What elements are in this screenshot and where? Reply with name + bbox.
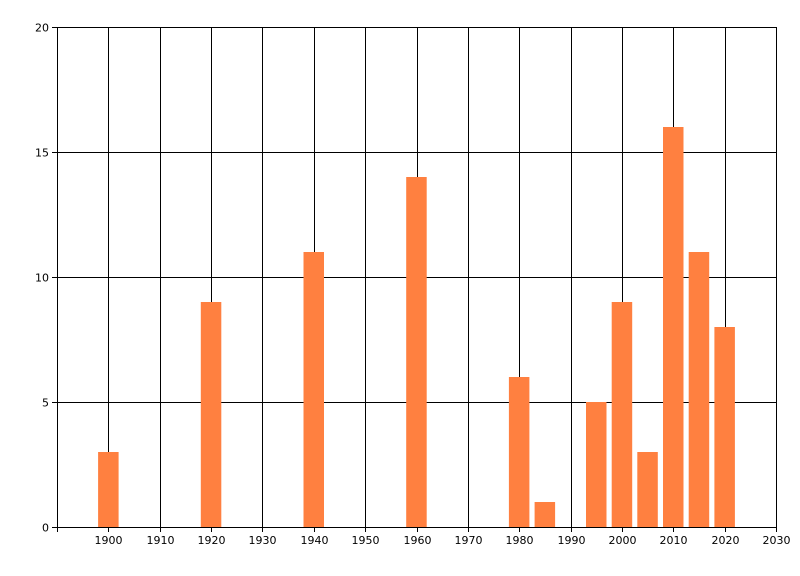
bars (98, 127, 735, 527)
x-tick-label-1970: 1970 (455, 534, 483, 547)
bar-1960 (406, 177, 427, 527)
bar-1920 (200, 302, 222, 527)
x-tick-label-1950: 1950 (352, 534, 380, 547)
x-tick-label-2000: 2000 (609, 534, 637, 547)
x-tick-label-1910: 1910 (147, 534, 175, 547)
y-tick-label-5: 5 (42, 397, 49, 410)
bar-2015 (688, 252, 710, 527)
y-tick-label-0: 0 (42, 522, 49, 535)
x-tick-label-1930: 1930 (249, 534, 277, 547)
x-tick-label-2030: 2030 (763, 534, 791, 547)
axes (52, 27, 777, 532)
bar-1995 (586, 402, 607, 527)
x-tick-label-2010: 2010 (660, 534, 688, 547)
bar-2000 (611, 302, 633, 527)
x-tick-label-1960: 1960 (404, 534, 432, 547)
bar-2005 (637, 452, 658, 527)
x-tick-label-2020: 2020 (712, 534, 740, 547)
y-tick-label-10: 10 (35, 272, 49, 285)
y-axis-ticks: 0 5 10 15 20 (35, 22, 57, 535)
y-tick-label-20: 20 (35, 22, 49, 35)
x-axis-ticks: 1900 1910 1920 1930 1940 1950 1960 1970 1980 1990… (95, 527, 791, 547)
bar-1980 (508, 377, 530, 527)
bar-1940 (303, 252, 324, 527)
bar-1900 (98, 452, 119, 527)
x-tick-label-1900: 1900 (95, 534, 123, 547)
x-tick-label-1980: 1980 (506, 534, 534, 547)
x-tick-label-1990: 1990 (558, 534, 586, 547)
bar-2020 (714, 327, 735, 527)
bar-2010 (663, 127, 684, 527)
y-tick-label-15: 15 (35, 147, 49, 160)
x-tick-label-1940: 1940 (301, 534, 329, 547)
x-tick-label-1920: 1920 (198, 534, 226, 547)
bar-1985 (534, 502, 556, 527)
